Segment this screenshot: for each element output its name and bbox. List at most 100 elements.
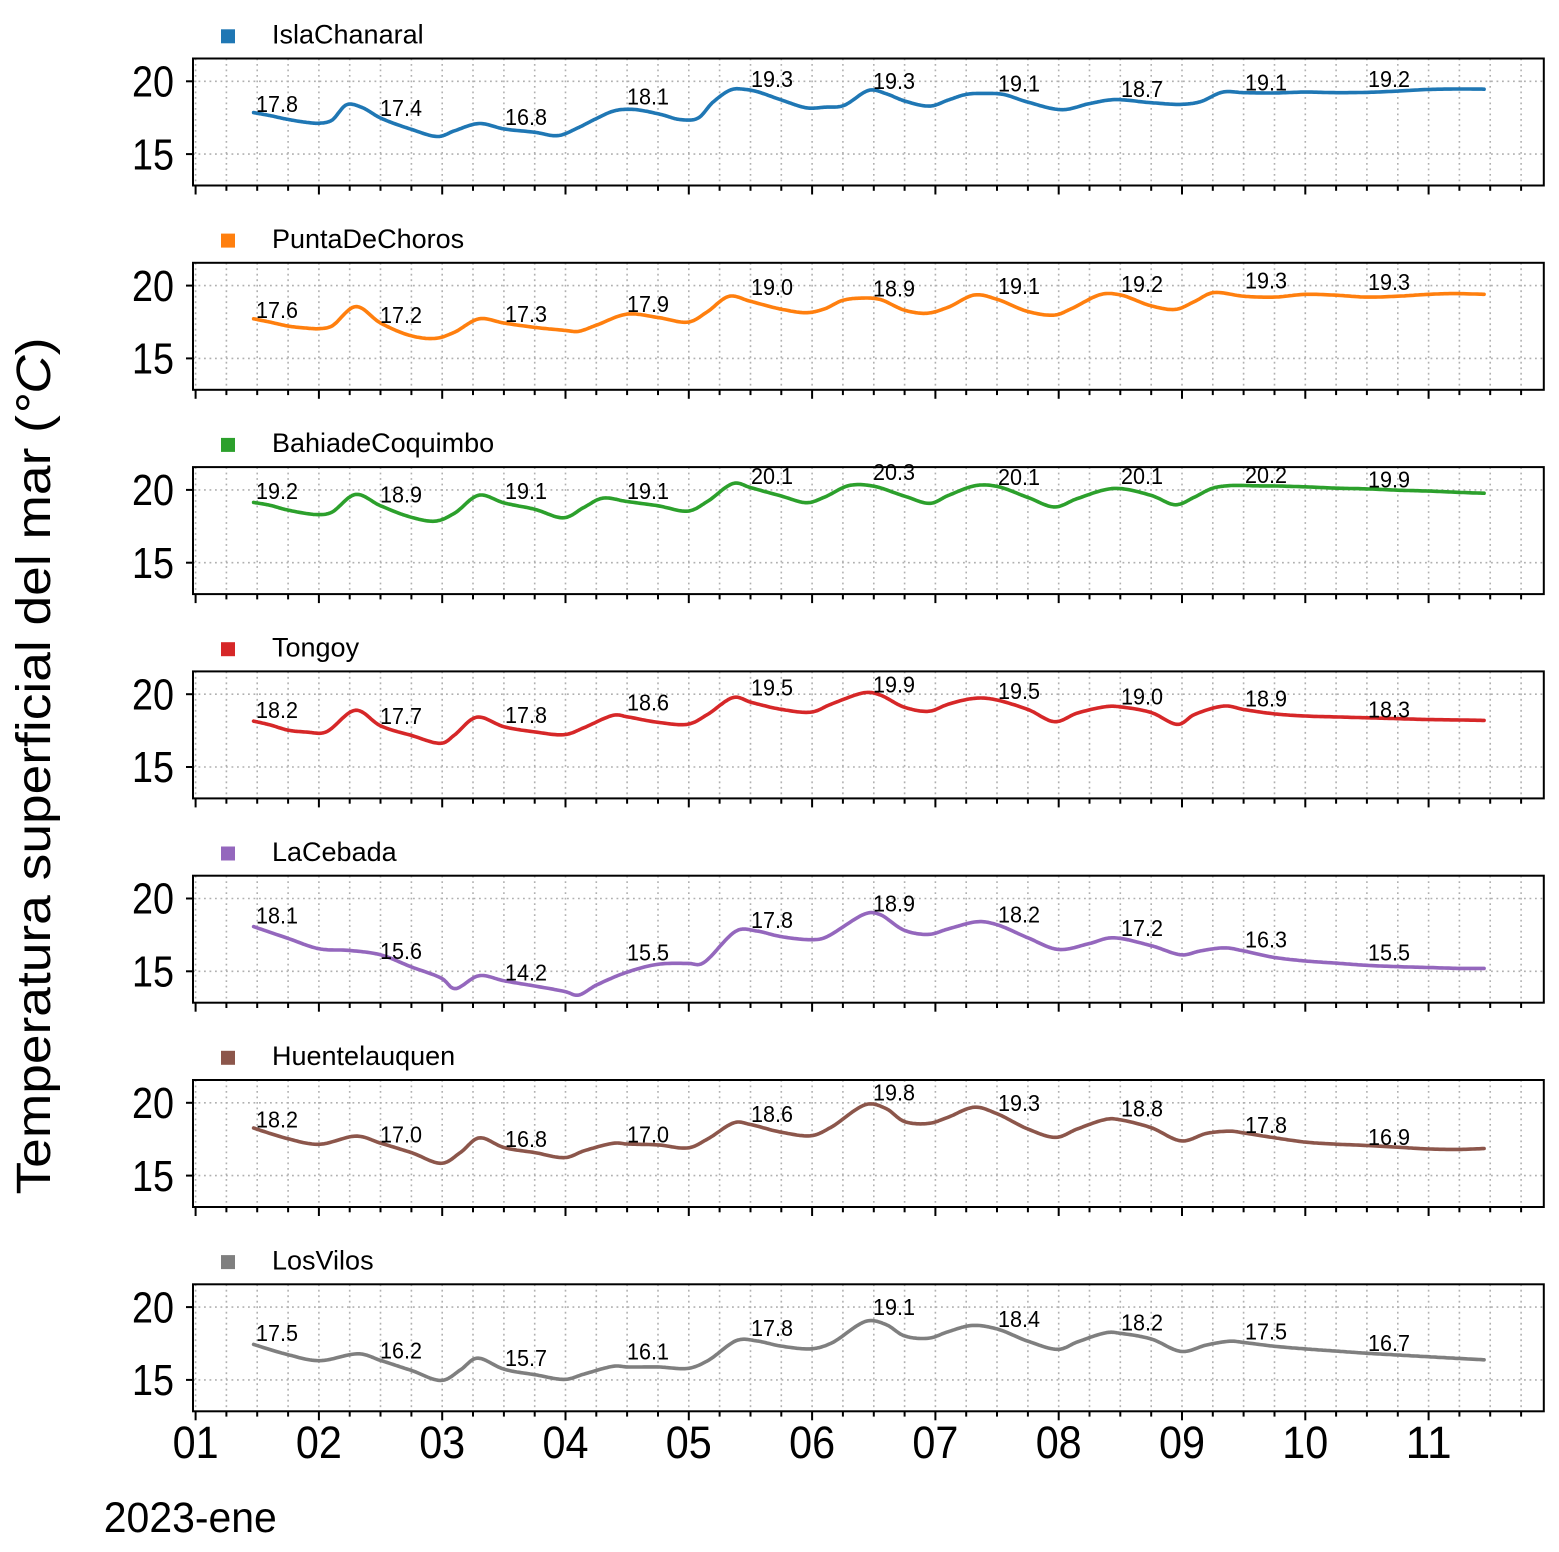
svg-text:17.8: 17.8 xyxy=(256,91,298,117)
svg-text:18.9: 18.9 xyxy=(1245,686,1287,712)
svg-text:16.8: 16.8 xyxy=(505,1126,547,1152)
svg-text:15: 15 xyxy=(132,1152,174,1201)
svg-text:18.2: 18.2 xyxy=(256,1106,298,1132)
svg-text:18.4: 18.4 xyxy=(998,1306,1040,1332)
svg-text:16.7: 16.7 xyxy=(1368,1330,1410,1356)
svg-text:BahiadeCoquimbo: BahiadeCoquimbo xyxy=(272,428,494,458)
svg-text:15: 15 xyxy=(132,948,174,997)
svg-text:03: 03 xyxy=(419,1417,465,1468)
svg-text:19.9: 19.9 xyxy=(873,672,915,698)
svg-text:19.2: 19.2 xyxy=(1368,66,1410,92)
svg-text:18.2: 18.2 xyxy=(998,901,1040,927)
svg-text:20: 20 xyxy=(132,58,174,107)
svg-text:17.2: 17.2 xyxy=(1121,915,1163,941)
svg-text:17.8: 17.8 xyxy=(751,907,793,933)
svg-text:17.8: 17.8 xyxy=(505,702,547,728)
svg-text:19.0: 19.0 xyxy=(751,274,793,300)
svg-text:Tongoy: Tongoy xyxy=(272,633,360,663)
svg-text:19.3: 19.3 xyxy=(751,66,793,92)
svg-text:19.3: 19.3 xyxy=(1368,269,1410,295)
svg-text:17.7: 17.7 xyxy=(380,703,422,729)
svg-text:06: 06 xyxy=(789,1417,835,1468)
svg-text:16.2: 16.2 xyxy=(380,1337,422,1363)
svg-text:19.1: 19.1 xyxy=(627,478,669,504)
svg-text:17.3: 17.3 xyxy=(505,301,547,327)
svg-text:17.6: 17.6 xyxy=(256,297,298,323)
svg-text:17.8: 17.8 xyxy=(1245,1112,1287,1138)
svg-text:19.3: 19.3 xyxy=(998,1090,1040,1116)
svg-text:19.1: 19.1 xyxy=(873,1294,915,1320)
svg-text:18.9: 18.9 xyxy=(873,275,915,301)
svg-text:19.3: 19.3 xyxy=(1245,268,1287,294)
svg-text:20.1: 20.1 xyxy=(751,463,793,489)
svg-text:10: 10 xyxy=(1282,1417,1328,1468)
svg-text:19.8: 19.8 xyxy=(873,1080,915,1106)
svg-text:19.1: 19.1 xyxy=(505,478,547,504)
svg-text:17.5: 17.5 xyxy=(1245,1319,1287,1345)
svg-text:18.8: 18.8 xyxy=(1121,1096,1163,1122)
svg-text:20: 20 xyxy=(132,466,174,515)
svg-text:18.6: 18.6 xyxy=(627,690,669,716)
svg-text:18.2: 18.2 xyxy=(256,697,298,723)
svg-text:20: 20 xyxy=(132,262,174,311)
svg-text:19.2: 19.2 xyxy=(256,478,298,504)
svg-text:15: 15 xyxy=(132,539,174,588)
svg-text:LosVilos: LosVilos xyxy=(272,1245,374,1275)
svg-text:17.0: 17.0 xyxy=(627,1122,669,1148)
svg-text:Temperatura superficial del ma: Temperatura superficial del mar (°C) xyxy=(7,338,61,1195)
svg-text:15: 15 xyxy=(132,335,174,384)
svg-text:15.5: 15.5 xyxy=(1368,940,1410,966)
svg-text:20: 20 xyxy=(132,1283,174,1332)
svg-text:18.7: 18.7 xyxy=(1121,76,1163,102)
svg-text:14.2: 14.2 xyxy=(505,960,547,986)
svg-text:04: 04 xyxy=(543,1417,589,1468)
svg-text:17.2: 17.2 xyxy=(380,302,422,328)
svg-text:15.7: 15.7 xyxy=(505,1345,547,1371)
svg-text:17.5: 17.5 xyxy=(256,1320,298,1346)
svg-text:15: 15 xyxy=(132,130,174,179)
svg-text:20: 20 xyxy=(132,1079,174,1128)
svg-text:15.5: 15.5 xyxy=(627,939,669,965)
svg-text:19.2: 19.2 xyxy=(1121,271,1163,297)
svg-text:LaCebada: LaCebada xyxy=(272,837,398,867)
svg-text:18.3: 18.3 xyxy=(1368,696,1410,722)
svg-text:19.1: 19.1 xyxy=(998,70,1040,96)
svg-text:20.2: 20.2 xyxy=(1245,462,1287,488)
svg-text:20: 20 xyxy=(132,670,174,719)
svg-text:18.6: 18.6 xyxy=(751,1101,793,1127)
svg-text:19.5: 19.5 xyxy=(751,675,793,701)
svg-text:Huentelauquen: Huentelauquen xyxy=(272,1041,455,1071)
svg-text:20: 20 xyxy=(132,875,174,924)
svg-text:17.8: 17.8 xyxy=(751,1315,793,1341)
svg-text:19.9: 19.9 xyxy=(1368,466,1410,492)
svg-text:IslaChanaral: IslaChanaral xyxy=(272,20,424,50)
svg-text:17.4: 17.4 xyxy=(380,95,422,121)
svg-text:20.1: 20.1 xyxy=(1121,463,1163,489)
svg-text:18.2: 18.2 xyxy=(1121,1310,1163,1336)
svg-text:16.1: 16.1 xyxy=(627,1339,669,1365)
svg-text:09: 09 xyxy=(1159,1417,1205,1468)
svg-text:19.1: 19.1 xyxy=(1245,69,1287,95)
svg-text:02: 02 xyxy=(296,1417,342,1468)
svg-text:19.3: 19.3 xyxy=(873,68,915,94)
svg-text:2023-ene: 2023-ene xyxy=(104,1494,277,1542)
svg-text:15: 15 xyxy=(132,743,174,792)
svg-text:01: 01 xyxy=(173,1417,219,1468)
svg-text:16.3: 16.3 xyxy=(1245,927,1287,953)
svg-text:08: 08 xyxy=(1036,1417,1082,1468)
svg-text:17.9: 17.9 xyxy=(627,291,669,317)
svg-text:18.1: 18.1 xyxy=(627,83,669,109)
svg-text:PuntaDeChoros: PuntaDeChoros xyxy=(272,224,464,254)
svg-text:20.3: 20.3 xyxy=(873,459,915,485)
svg-text:18.9: 18.9 xyxy=(380,481,422,507)
svg-text:20.1: 20.1 xyxy=(998,464,1040,490)
svg-text:15.6: 15.6 xyxy=(380,938,422,964)
svg-text:19.5: 19.5 xyxy=(998,678,1040,704)
svg-text:05: 05 xyxy=(666,1417,712,1468)
svg-text:18.1: 18.1 xyxy=(256,902,298,928)
svg-text:19.1: 19.1 xyxy=(998,273,1040,299)
svg-text:07: 07 xyxy=(912,1417,958,1468)
svg-text:16.9: 16.9 xyxy=(1368,1124,1410,1150)
svg-text:18.9: 18.9 xyxy=(873,890,915,916)
svg-text:19.0: 19.0 xyxy=(1121,683,1163,709)
